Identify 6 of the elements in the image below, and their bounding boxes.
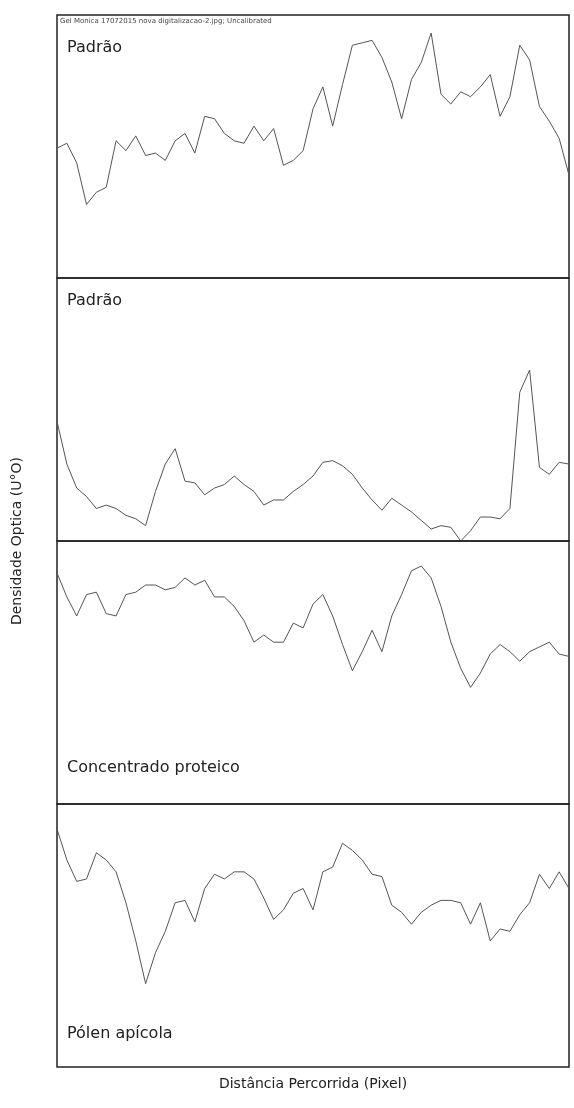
chart-title: Padrão — [67, 37, 123, 56]
text: Concentrado proteico — [67, 757, 240, 776]
x-axis-title: Distância Percorrida (Pixel) — [218, 1075, 408, 1091]
y-axis-title: Densidade Optica (U°O) — [8, 456, 24, 626]
text: Pólen apícola — [67, 1023, 173, 1042]
chart-title: Padrão — [67, 290, 123, 309]
